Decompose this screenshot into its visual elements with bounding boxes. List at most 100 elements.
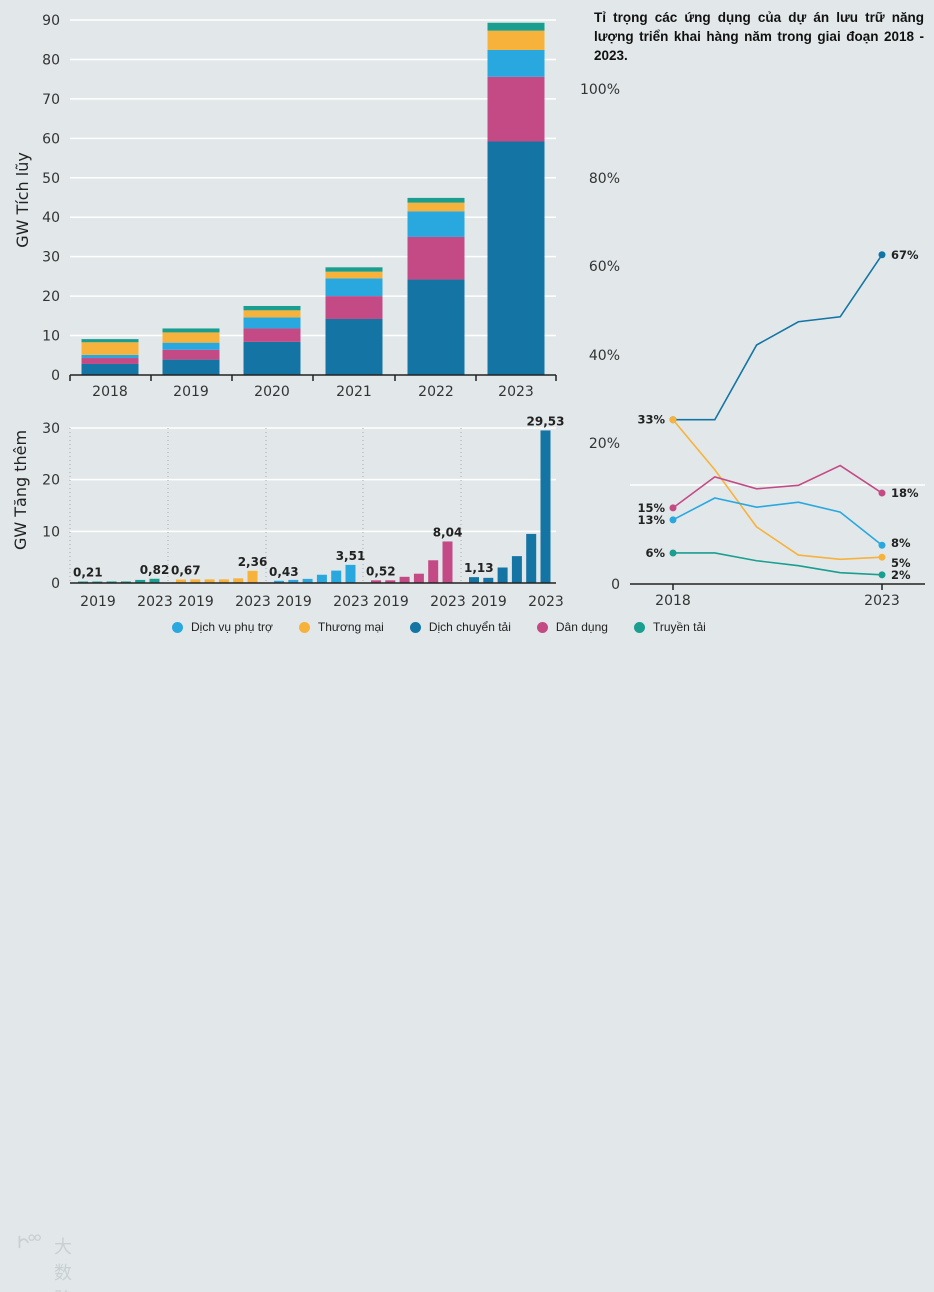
- y-tick-label: 50: [42, 171, 60, 187]
- x-tick-label: 2019: [80, 594, 116, 610]
- point-dich_chuyen_tai: [878, 251, 886, 259]
- line-dich_vu_phu_tro: [672, 497, 883, 546]
- legend-swatch: [409, 621, 421, 633]
- legend-swatch: [536, 621, 548, 633]
- y-tick-label: 70: [42, 92, 60, 108]
- y-tick-label: 10: [42, 524, 60, 540]
- bar-dich_chuyen_tai: [483, 577, 494, 583]
- legend-label: Truyền tải: [652, 620, 706, 634]
- y-tick-label: 40: [42, 210, 60, 226]
- y-tick-label: 30: [42, 250, 60, 266]
- y-tick-label: 40%: [589, 348, 620, 364]
- data-label: 0,82: [140, 563, 170, 577]
- end-label: 18%: [891, 486, 919, 500]
- bar-segment-thuong_mai: [407, 202, 465, 212]
- bar-segment-dich_vu_phu_tro: [325, 278, 383, 297]
- end-label: 8%: [891, 536, 911, 550]
- legend: Dịch vụ phụ trợ Thương mại Dịch chuyển t…: [172, 620, 706, 634]
- bar-segment-dan_dung: [162, 349, 220, 360]
- legend-item-dich-vu-phu-tro: Dịch vụ phụ trợ: [172, 620, 273, 634]
- point-dich_vu_phu_tro: [669, 516, 677, 524]
- bar-segment-thuong_mai: [487, 30, 545, 50]
- x-tick-label: 2019: [178, 594, 214, 610]
- data-label: 1,13: [464, 561, 494, 575]
- data-label: 2,36: [238, 555, 268, 569]
- bar-segment-dich_chuyen_tai: [81, 363, 139, 375]
- bar-thuong_mai: [247, 570, 258, 583]
- end-label: 2%: [891, 568, 911, 582]
- y-tick-label: 30: [42, 421, 60, 437]
- watermark-logo-icon: [18, 1234, 41, 1249]
- bar-segment-truyen_tai: [407, 197, 465, 203]
- bar-segment-dan_dung: [407, 236, 465, 280]
- end-label: 67%: [891, 248, 919, 262]
- start-label: 15%: [637, 501, 665, 515]
- y-tick-label: 90: [42, 13, 60, 29]
- point-thuong_mai: [669, 416, 677, 424]
- bar-dan_dung: [428, 560, 439, 583]
- y-tick-label: 100%: [580, 82, 620, 98]
- legend-item-dan-dung: Dân dụng: [536, 620, 608, 634]
- y-tick-label: 0: [51, 576, 60, 592]
- x-tick-label: 2023: [430, 594, 466, 610]
- bar-dan_dung: [399, 576, 410, 583]
- bar-segment-thuong_mai: [243, 310, 301, 318]
- y-axis-label: GW Tích lũy: [13, 152, 32, 248]
- x-tick-label: 2023: [528, 594, 564, 610]
- x-tick-label: 2023: [864, 593, 900, 609]
- x-tick-label: 2022: [418, 384, 454, 400]
- line-thuong_mai: [672, 419, 883, 561]
- bar-segment-thuong_mai: [162, 332, 220, 343]
- bar-segment-dich_chuyen_tai: [325, 318, 383, 375]
- point-thuong_mai: [878, 553, 886, 561]
- bar-segment-dich_chuyen_tai: [407, 279, 465, 375]
- legend-item-dich-chuyen-tai: Dịch chuyển tải: [409, 620, 511, 634]
- x-tick-label: 2023: [498, 384, 534, 400]
- bar-thuong_mai: [190, 579, 201, 583]
- end-label: 5%: [891, 556, 911, 570]
- y-tick-label: 20%: [589, 436, 620, 452]
- bar-dich_vu_phu_tro: [345, 564, 356, 583]
- line-dan_dung: [672, 464, 883, 509]
- legend-label: Dịch vụ phụ trợ: [191, 620, 273, 634]
- bar-segment-dich_vu_phu_tro: [162, 342, 220, 350]
- x-tick-label: 2018: [655, 593, 691, 609]
- y-tick-label: 60%: [589, 259, 620, 275]
- bar-truyen_tai: [135, 579, 146, 583]
- start-label: 13%: [637, 513, 665, 527]
- y-tick-label: 60: [42, 131, 60, 147]
- x-tick-label: 2020: [254, 384, 290, 400]
- bar-segment-truyen_tai: [487, 22, 545, 31]
- bar-dich_vu_phu_tro: [316, 574, 327, 583]
- bar-segment-dan_dung: [487, 76, 545, 142]
- bar-segment-truyen_tai: [162, 328, 220, 333]
- legend-swatch: [633, 621, 645, 633]
- bar-dich_chuyen_tai: [469, 577, 479, 583]
- bar-segment-truyen_tai: [325, 267, 383, 272]
- bar-dich_vu_phu_tro: [302, 578, 313, 583]
- bar-segment-dich_vu_phu_tro: [407, 211, 465, 237]
- bar-segment-thuong_mai: [325, 271, 383, 279]
- bar-dich_vu_phu_tro: [288, 579, 299, 583]
- bar-dich_chuyen_tai: [526, 533, 537, 583]
- x-tick-label: 2019: [373, 594, 409, 610]
- point-truyen_tai: [878, 571, 886, 579]
- y-tick-label: 20: [42, 473, 60, 489]
- start-label: 6%: [645, 546, 665, 560]
- line-truyen_tai: [673, 552, 883, 576]
- bar-dich_chuyen_tai: [511, 556, 522, 583]
- bar-segment-dich_chuyen_tai: [487, 141, 545, 375]
- y-tick-label: 20: [42, 289, 60, 305]
- x-tick-label: 2019: [276, 594, 312, 610]
- bar-dich_chuyen_tai: [497, 567, 508, 583]
- x-tick-label: 2018: [92, 384, 128, 400]
- point-dan_dung: [878, 489, 886, 497]
- data-label: 0,52: [366, 564, 396, 578]
- bar-segment-truyen_tai: [243, 305, 301, 311]
- watermark-text: 大数跨境: [54, 1237, 72, 1292]
- y-tick-label: 0: [51, 368, 60, 384]
- y-tick-label: 10: [42, 329, 60, 345]
- bar-segment-thuong_mai: [81, 342, 139, 355]
- bar-segment-truyen_tai: [81, 339, 139, 343]
- y-tick-label: 0: [611, 577, 620, 593]
